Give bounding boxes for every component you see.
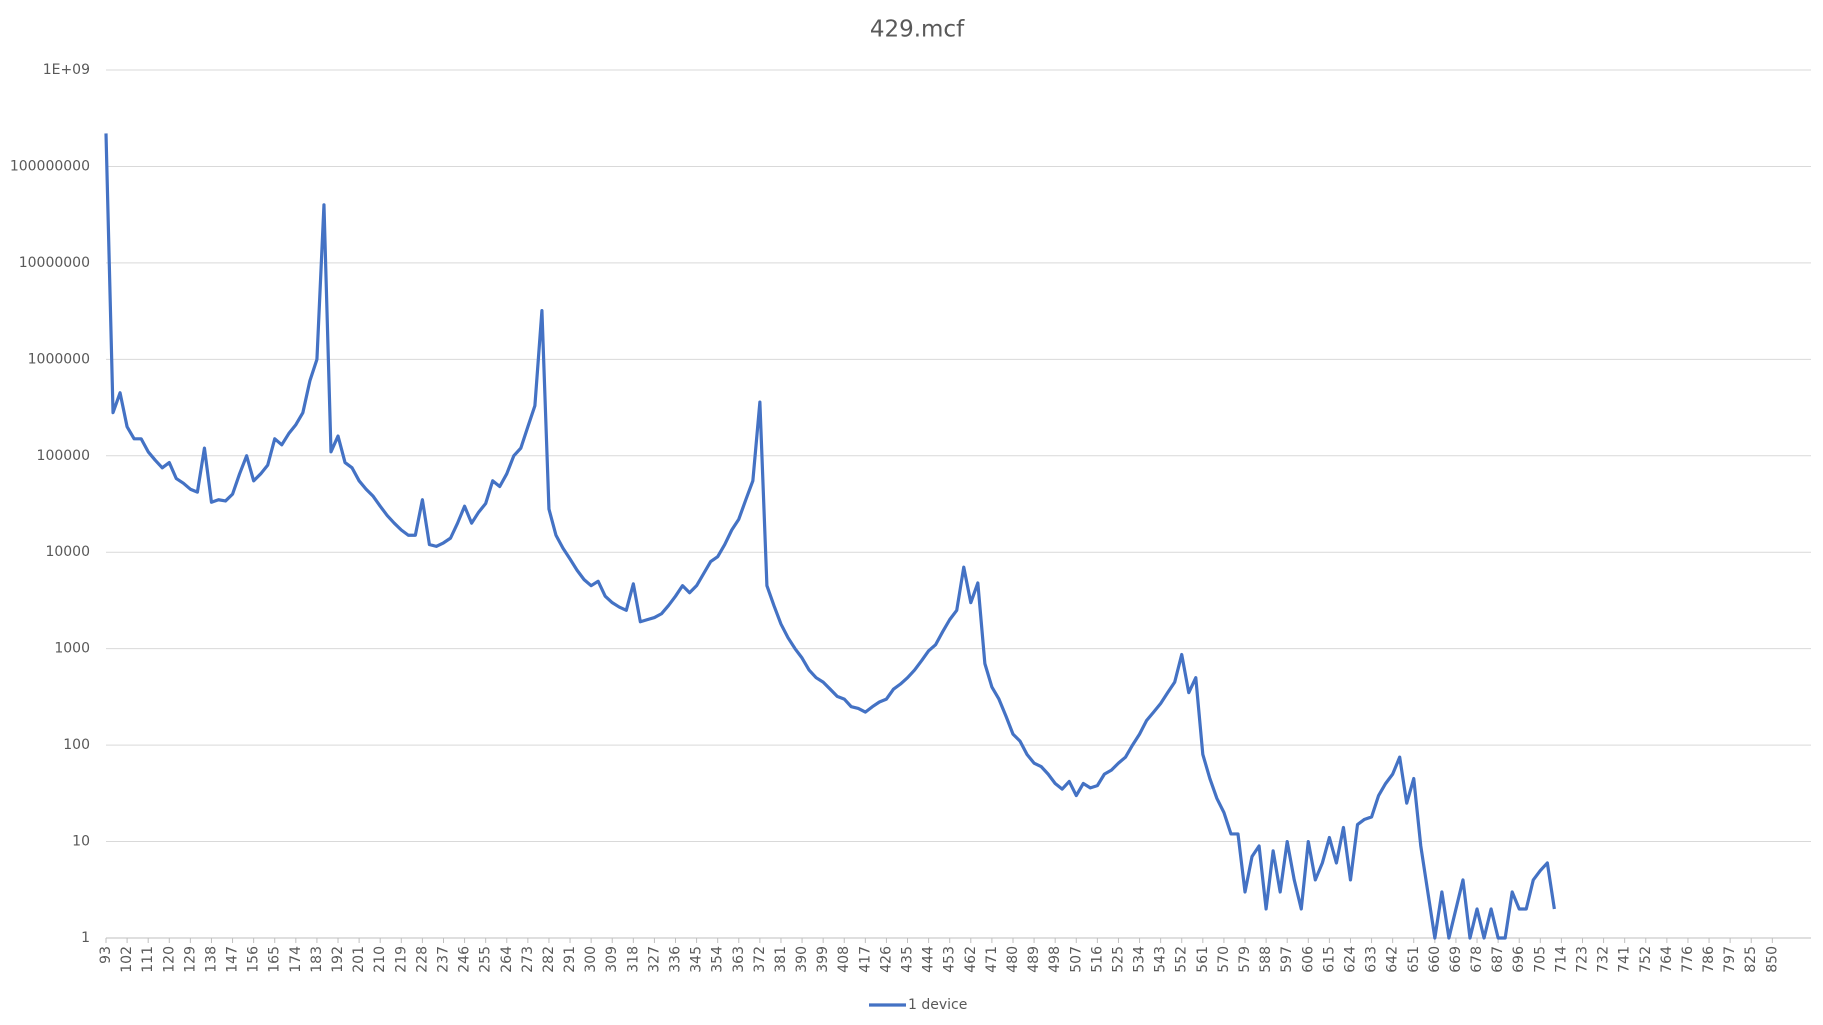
x-tick-label: 246	[457, 946, 473, 973]
x-tick-label: 372	[752, 946, 768, 973]
y-tick-label: 1000	[54, 641, 90, 657]
y-tick-label: 10	[72, 834, 90, 850]
x-tick-label: 291	[562, 946, 578, 973]
x-tick-label: 462	[963, 946, 979, 973]
x-tick-label: 183	[309, 946, 325, 973]
x-tick-label: 345	[689, 946, 705, 973]
x-tick-label: 579	[1237, 946, 1253, 973]
x-tick-label: 732	[1596, 946, 1612, 973]
x-tick-label: 752	[1638, 946, 1654, 973]
y-tick-label: 10000000	[19, 255, 90, 271]
data-line	[104, 133, 1556, 940]
x-tick-label: 111	[140, 946, 156, 973]
x-tick-label: 210	[372, 946, 388, 973]
y-tick-label: 100000	[37, 448, 90, 464]
x-tick-label: 174	[288, 946, 304, 973]
chart-title: 429.mcf	[870, 17, 965, 43]
x-tick-label: 93	[98, 946, 114, 964]
x-tick-label: 696	[1511, 946, 1527, 973]
x-tick-label: 741	[1617, 946, 1633, 973]
x-tick-label: 228	[414, 946, 430, 973]
x-tick-label: 516	[1089, 946, 1105, 973]
x-tick-label: 318	[625, 946, 641, 973]
x-tick-label: 255	[478, 946, 494, 973]
x-tick-label: 336	[668, 946, 684, 973]
x-tick-label: 764	[1659, 946, 1675, 973]
x-tick-label: 282	[541, 946, 557, 973]
x-tick-label: 264	[499, 946, 515, 973]
y-tick-label: 10000	[45, 544, 90, 560]
x-tick-label: 390	[794, 946, 810, 973]
x-tick-label: 776	[1680, 946, 1696, 973]
x-tick-label: 687	[1490, 946, 1506, 973]
x-tick-label: 588	[1258, 946, 1274, 973]
x-tick-label: 120	[161, 946, 177, 973]
x-tick-label: 300	[583, 946, 599, 973]
x-tick-label: 570	[1216, 946, 1232, 973]
y-tick-label: 1E+09	[43, 62, 90, 78]
y-tick-label: 100	[63, 737, 90, 753]
x-tick-label: 714	[1553, 946, 1569, 973]
x-tick-label: 129	[182, 946, 198, 973]
x-tick-label: 797	[1722, 946, 1738, 973]
x-tick-label: 354	[710, 946, 726, 973]
x-tick-label: 156	[246, 946, 262, 973]
x-tick-label: 273	[520, 946, 536, 973]
x-tick-label: 543	[1153, 946, 1169, 973]
x-tick-label: 309	[604, 946, 620, 973]
x-tick-label: 615	[1321, 946, 1337, 973]
y-tick-label: 1000000	[28, 351, 90, 367]
x-tick-label: 597	[1279, 946, 1295, 973]
x-tick-label: 102	[119, 946, 135, 973]
x-tick-label: 147	[225, 946, 241, 973]
x-tick-label: 825	[1743, 946, 1759, 973]
y-tick-label: 100000000	[10, 158, 90, 174]
x-tick-label: 399	[815, 946, 831, 973]
x-tick-label: 237	[435, 946, 451, 973]
x-tick-label: 138	[203, 946, 219, 973]
x-tick-label: 723	[1574, 946, 1590, 973]
x-tick-label: 642	[1385, 946, 1401, 973]
x-tick-label: 850	[1764, 946, 1780, 973]
x-tick-label: 561	[1195, 946, 1211, 973]
x-tick-label: 201	[351, 946, 367, 973]
x-tick-label: 507	[1068, 946, 1084, 973]
x-tick-label: 651	[1406, 946, 1422, 973]
x-tick-label: 489	[1026, 946, 1042, 973]
x-tick-label: 660	[1427, 946, 1443, 973]
x-tick-label: 192	[330, 946, 346, 973]
x-tick-label: 165	[267, 946, 283, 973]
x-tick-label: 381	[773, 946, 789, 973]
x-tick-label: 786	[1701, 946, 1717, 973]
x-tick-label: 219	[393, 946, 409, 973]
legend-label: 1 device	[908, 997, 967, 1013]
x-tick-label: 471	[984, 946, 1000, 973]
x-tick-label: 678	[1469, 946, 1485, 973]
x-tick-label: 606	[1300, 946, 1316, 973]
x-tick-label: 435	[900, 946, 916, 973]
y-tick-label: 1	[81, 930, 90, 946]
x-tick-label: 363	[731, 946, 747, 973]
x-tick-label: 453	[942, 946, 958, 973]
x-tick-label: 552	[1174, 946, 1190, 973]
x-tick-label: 408	[836, 946, 852, 973]
x-tick-label: 525	[1110, 946, 1126, 973]
x-tick-label: 444	[921, 946, 937, 973]
x-tick-label: 633	[1364, 946, 1380, 973]
x-tick-label: 480	[1005, 946, 1021, 973]
x-tick-label: 327	[646, 946, 662, 973]
x-tick-label: 705	[1532, 946, 1548, 973]
x-tick-label: 624	[1342, 946, 1358, 973]
x-tick-label: 417	[857, 946, 873, 973]
x-tick-label: 498	[1047, 946, 1063, 973]
x-tick-label: 534	[1132, 946, 1148, 973]
x-tick-label: 426	[878, 946, 894, 973]
x-tick-label: 669	[1448, 946, 1464, 973]
